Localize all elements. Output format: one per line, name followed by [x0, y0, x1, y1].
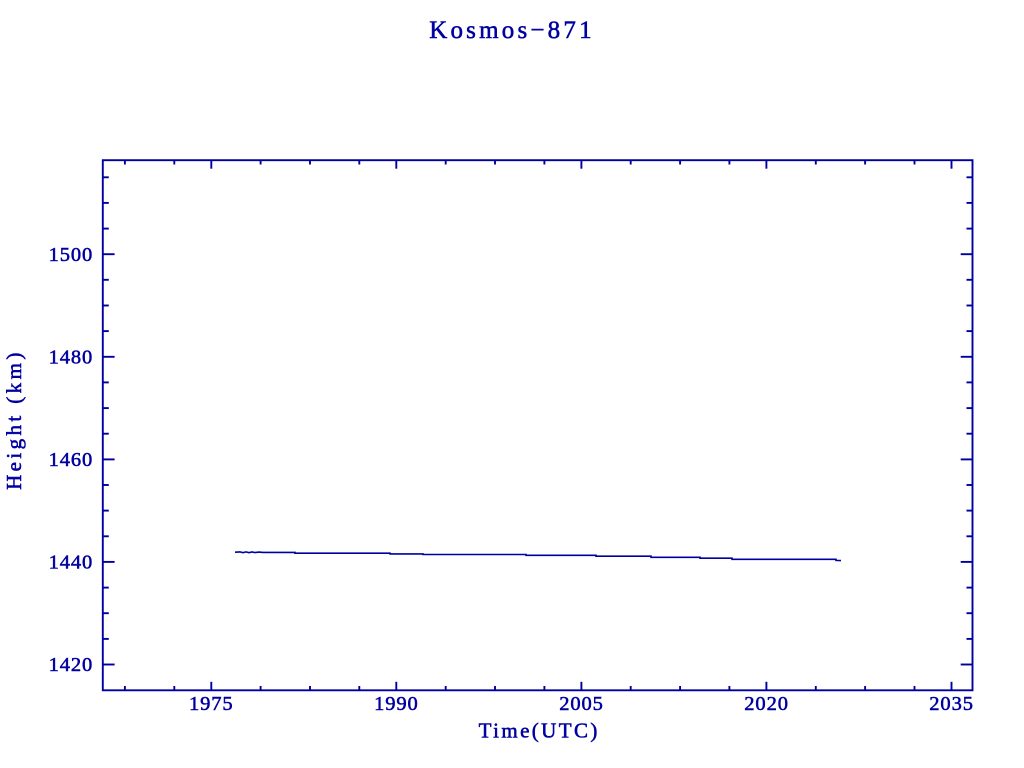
svg-text:Kosmos−871: Kosmos−871 — [429, 17, 595, 44]
svg-text:2020: 2020 — [744, 693, 789, 715]
svg-text:Height (km): Height (km) — [2, 349, 26, 490]
svg-text:1990: 1990 — [374, 693, 419, 715]
svg-text:1500: 1500 — [49, 244, 94, 266]
svg-text:1460: 1460 — [49, 449, 94, 471]
svg-text:1440: 1440 — [49, 552, 94, 574]
svg-text:1480: 1480 — [49, 347, 94, 369]
svg-text:Time(UTC): Time(UTC) — [479, 718, 600, 742]
svg-text:1420: 1420 — [49, 654, 94, 676]
svg-text:1975: 1975 — [189, 693, 234, 715]
svg-text:2005: 2005 — [559, 693, 604, 715]
svg-text:2035: 2035 — [929, 693, 974, 715]
